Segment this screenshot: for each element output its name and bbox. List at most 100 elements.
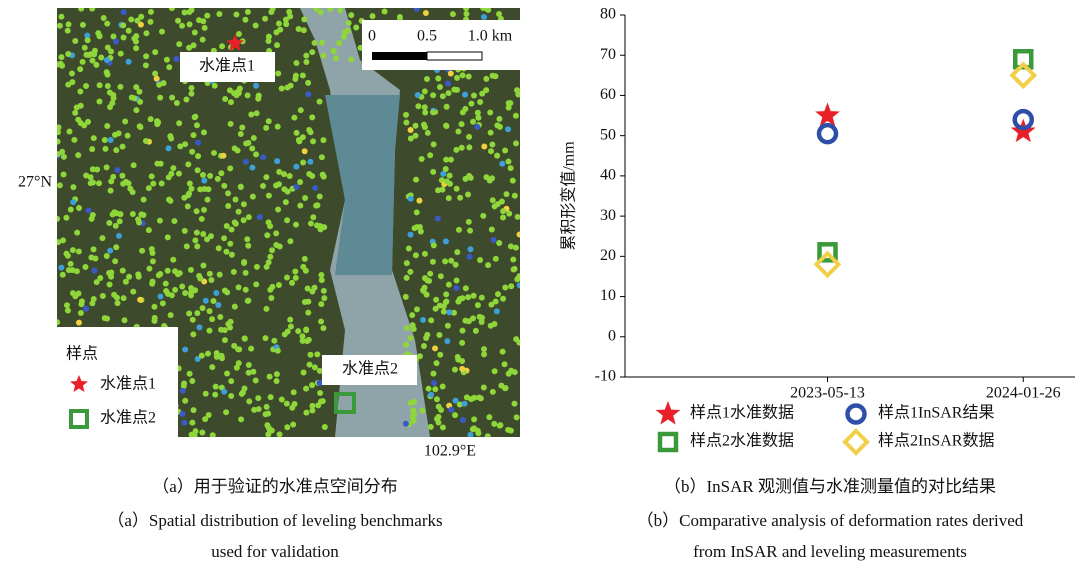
map-dot [214, 175, 221, 182]
map-dot [321, 295, 328, 302]
map-dot [417, 228, 424, 235]
map-dot [317, 390, 324, 397]
map-dot [314, 351, 321, 358]
map-dot [77, 309, 84, 316]
map-dot [230, 268, 237, 275]
map-dot [442, 258, 449, 265]
map-dot [57, 138, 61, 145]
map-dot [119, 143, 126, 150]
map-dot [186, 310, 193, 317]
map-dot [206, 308, 213, 315]
map-dot [306, 361, 313, 368]
map-dot [216, 271, 223, 278]
map-dot [454, 86, 461, 93]
map-dot [65, 267, 72, 274]
map-dot [65, 51, 72, 58]
map-dot [213, 350, 220, 357]
map-dot [103, 253, 110, 260]
map-dot [309, 173, 316, 180]
map-dot [287, 238, 294, 245]
map-dot [96, 82, 103, 89]
map-dot [424, 129, 431, 136]
map-dot [485, 8, 492, 13]
map-dot [305, 309, 312, 316]
map-dot [195, 139, 202, 146]
map-dot [163, 56, 170, 63]
map-dot [466, 172, 473, 179]
map-dot [489, 141, 496, 148]
map-dot [448, 257, 455, 264]
map-dot [487, 129, 494, 136]
map-dot [204, 12, 211, 19]
map-dot [104, 83, 111, 90]
map-dot [452, 412, 459, 419]
map-dot [507, 427, 514, 434]
legend-icon [70, 375, 88, 392]
map-dot [407, 231, 414, 238]
map-dot [125, 58, 132, 65]
map-dot [442, 299, 449, 306]
map-dot [189, 377, 196, 384]
map-dot [157, 160, 164, 167]
map-dot [513, 140, 520, 147]
map-dot [201, 177, 208, 184]
map-dot [65, 21, 72, 28]
map-dot [226, 87, 233, 94]
map-dot [241, 260, 248, 267]
map-dot [64, 307, 71, 314]
map-dot [143, 30, 150, 37]
map-dot [215, 245, 222, 252]
map-dot [245, 369, 252, 376]
map-dot [168, 292, 175, 299]
map-dot [242, 269, 249, 276]
map-dot [192, 428, 199, 435]
map-dot [110, 173, 117, 180]
map-dot [205, 412, 212, 419]
map-dot [492, 298, 499, 305]
map-dot [403, 260, 410, 267]
map-dot [491, 368, 498, 375]
map-dot [303, 52, 310, 59]
map-dot [107, 48, 114, 55]
map-dot [164, 234, 171, 241]
map-dot [357, 44, 364, 51]
map-dot [73, 268, 80, 275]
map-dot [445, 281, 452, 288]
map-dot [502, 147, 509, 154]
map-dot [189, 419, 196, 426]
map-dot [243, 140, 250, 147]
map-dot [311, 364, 318, 371]
map-dot [507, 100, 514, 107]
map-dot [265, 192, 272, 199]
map-dot [510, 256, 517, 263]
map-dot [428, 391, 435, 398]
map-dot [121, 317, 128, 324]
map-dot [463, 8, 470, 12]
map-dot [59, 148, 66, 155]
map-dot [316, 379, 323, 386]
map-dot [199, 429, 206, 436]
map-dot [281, 171, 288, 178]
map-dot [133, 84, 140, 91]
map-dot [274, 347, 281, 354]
map-dot [188, 90, 195, 97]
map-dot [435, 413, 442, 420]
map-dot [302, 195, 309, 202]
map-dot [430, 109, 437, 116]
data-point [1009, 61, 1038, 90]
map-dot [266, 373, 273, 380]
map-dot [262, 335, 269, 342]
map-dot [421, 88, 428, 95]
map-dot [318, 154, 325, 161]
map-dot [235, 284, 242, 291]
map-dot [227, 240, 234, 247]
map-dot [63, 214, 70, 221]
map-dot [446, 309, 453, 316]
map-dot [458, 144, 465, 151]
map-dot [116, 218, 123, 225]
map-dot [333, 55, 340, 62]
map-dot [295, 26, 302, 33]
map-dot [136, 88, 143, 95]
map-dot [516, 273, 520, 280]
